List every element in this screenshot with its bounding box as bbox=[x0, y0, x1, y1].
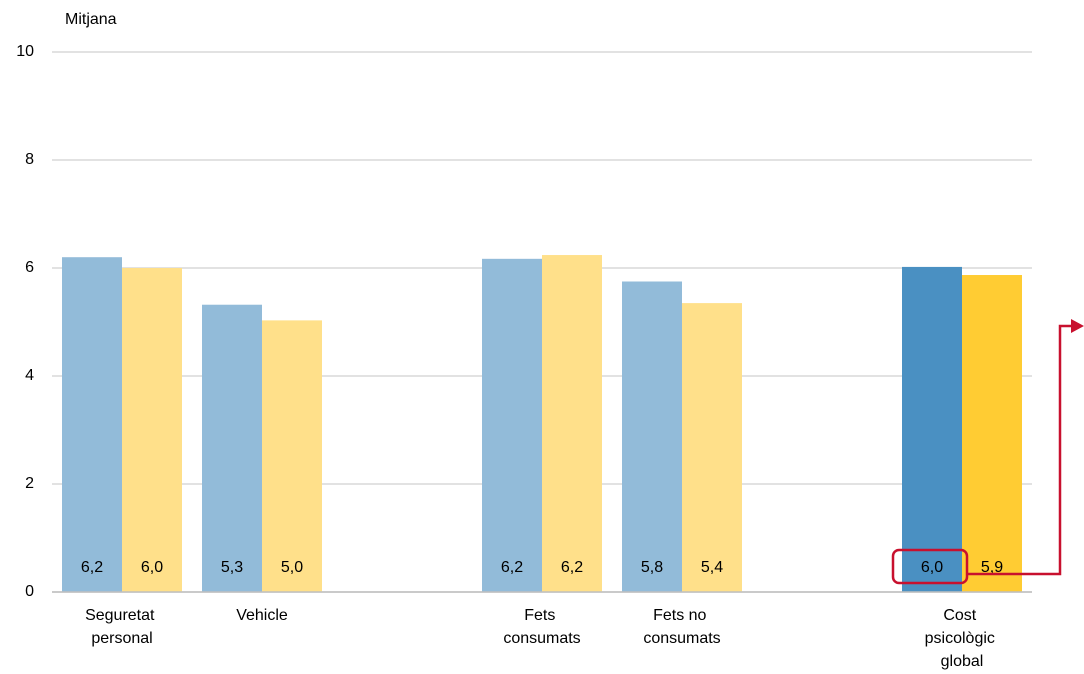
highlight-box bbox=[891, 548, 969, 585]
value-label: 6,0 bbox=[921, 559, 943, 576]
value-label: 5,8 bbox=[641, 559, 663, 576]
value-label: 6,2 bbox=[501, 559, 523, 576]
value-label: 5,9 bbox=[981, 559, 1003, 576]
x-tick-label-line: Vehicle bbox=[236, 607, 288, 624]
x-tick-label-line: personal bbox=[91, 630, 152, 647]
bar bbox=[122, 268, 182, 592]
x-tick-label-line: consumats bbox=[503, 630, 580, 647]
y-tick-label: 0 bbox=[25, 583, 34, 600]
x-tick-label: Vehicle bbox=[236, 607, 288, 624]
x-tick-label-line: Cost bbox=[943, 607, 980, 624]
x-tick-label-line: Fets bbox=[524, 607, 560, 624]
arrow-head bbox=[1071, 319, 1084, 333]
bar bbox=[682, 303, 742, 592]
bar bbox=[962, 275, 1022, 592]
value-label: 6,2 bbox=[561, 559, 583, 576]
y-tick-label: 8 bbox=[25, 151, 34, 168]
x-tick-label-line: Seguretat bbox=[85, 607, 159, 624]
bar bbox=[202, 304, 262, 592]
bar bbox=[262, 320, 322, 592]
bar bbox=[622, 281, 682, 592]
value-label: 5,0 bbox=[281, 559, 303, 576]
x-tick-label-line: global bbox=[941, 653, 984, 670]
x-tick-label-line: Fets no bbox=[653, 607, 711, 624]
y-axis-label: Mitjana bbox=[65, 11, 117, 28]
y-tick-label: 6 bbox=[25, 259, 34, 276]
bar bbox=[482, 258, 542, 592]
x-tick-label: Fets consumats bbox=[503, 607, 580, 647]
bar bbox=[62, 257, 122, 592]
x-tick-label: Fets no consumats bbox=[643, 607, 720, 647]
x-tick-label-line: consumats bbox=[643, 630, 720, 647]
value-label: 5,3 bbox=[221, 559, 243, 576]
x-tick-label: Seguretat personal bbox=[85, 607, 159, 647]
x-tick-label: Cost psicològic global bbox=[925, 607, 1000, 670]
highlight-arrow bbox=[967, 324, 1072, 576]
y-tick-label: 10 bbox=[16, 43, 34, 60]
x-tick-label-line: psicològic bbox=[925, 630, 1000, 647]
value-label: 5,4 bbox=[701, 559, 723, 576]
bar bbox=[902, 266, 962, 592]
y-tick-label: 2 bbox=[25, 475, 34, 492]
bar bbox=[542, 255, 602, 593]
y-tick-label: 4 bbox=[25, 367, 34, 384]
value-label: 6,0 bbox=[141, 559, 163, 576]
value-label: 6,2 bbox=[81, 559, 103, 576]
